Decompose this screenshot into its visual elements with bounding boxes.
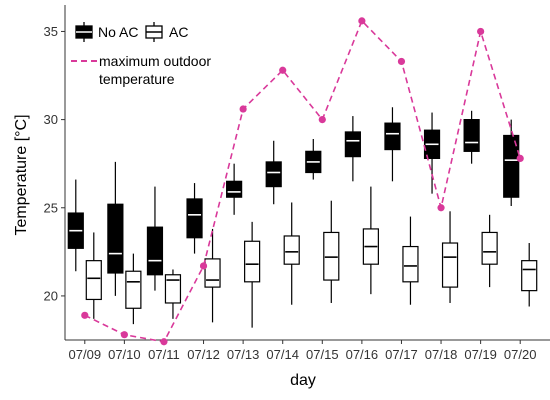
box-body	[344, 131, 361, 158]
outdoor-temperature-line	[84, 19, 521, 343]
box-no-ac	[503, 119, 520, 206]
outdoor-temperature-point	[477, 27, 485, 36]
box-ac	[164, 269, 182, 319]
box-body	[164, 274, 182, 304]
box-ac	[402, 216, 419, 305]
box-ac	[521, 243, 538, 307]
box-body	[463, 119, 480, 152]
outdoor-temperature-point	[120, 331, 128, 339]
x-tick-label: 07/12	[187, 347, 220, 362]
box-no-ac	[226, 163, 243, 215]
x-tick-label: 07/20	[504, 347, 537, 362]
y-axis-title: Temperature [°C]	[13, 114, 30, 235]
outdoor-temperature-series	[81, 17, 524, 346]
outdoor-temperature-point	[437, 204, 445, 212]
box-body	[107, 203, 124, 274]
x-tick-label: 07/15	[306, 347, 339, 362]
outdoor-temperature-point	[160, 338, 168, 346]
box-body	[323, 231, 340, 281]
box-body	[503, 134, 520, 198]
x-tick-label: 07/09	[69, 347, 102, 362]
y-tick-label: 20	[44, 288, 58, 303]
box-body	[481, 231, 498, 265]
legend-label-ac: AC	[169, 24, 188, 40]
box-body	[384, 122, 401, 151]
box-ac	[244, 221, 261, 328]
box-no-ac	[67, 179, 84, 272]
legend-label-outdoor: maximum outdoor temperature	[99, 53, 211, 87]
box-body	[146, 226, 164, 276]
outdoor-temperature-point	[81, 311, 89, 319]
box-body	[521, 260, 538, 292]
outdoor-temperature-point	[516, 154, 524, 162]
legend-label-outdoor-line: temperature	[99, 71, 175, 87]
box-ac	[125, 253, 142, 325]
box-ac	[362, 186, 379, 295]
box-body	[204, 258, 221, 288]
y-tick-label: 25	[44, 200, 58, 215]
box-no-ac	[384, 107, 401, 182]
box-no-ac	[265, 140, 282, 205]
legend-label-no-ac: No AC	[98, 24, 138, 40]
legend-label-outdoor-line: maximum outdoor	[99, 53, 211, 69]
outdoor-temperature-point	[279, 66, 287, 74]
y-tick-label: 35	[44, 24, 58, 39]
box-ac	[441, 211, 459, 303]
box-ac	[85, 232, 102, 319]
box-no-ac	[305, 139, 322, 180]
box-ac	[481, 214, 498, 288]
box-no-ac	[146, 186, 164, 291]
x-tick-label: 07/16	[346, 347, 379, 362]
box-body	[125, 270, 142, 309]
box-ac	[204, 228, 221, 323]
box-no-ac	[344, 116, 361, 182]
x-tick-label: 07/17	[385, 347, 418, 362]
outdoor-temperature-point	[358, 17, 366, 25]
box-no-ac	[423, 112, 441, 194]
outdoor-temperature-point	[397, 57, 406, 66]
box-body	[186, 198, 203, 239]
x-axis-title: day	[290, 372, 316, 389]
x-tick-label: 07/11	[148, 347, 180, 362]
x-tick-label: 07/18	[425, 347, 458, 362]
legend: No AC AC maximum outdoor temperature	[71, 22, 211, 87]
outdoor-temperature-point	[199, 262, 208, 270]
x-tick-label: 07/13	[227, 347, 260, 362]
box-body	[244, 240, 261, 283]
box-body	[85, 260, 102, 301]
x-tick-label: 07/14	[266, 347, 299, 362]
box-ac	[323, 200, 340, 303]
x-tick-label: 07/19	[464, 347, 497, 362]
box-ac	[283, 202, 300, 305]
outdoor-temperature-point	[318, 116, 326, 124]
legend-key-no-ac	[75, 22, 93, 42]
box-body	[402, 245, 419, 283]
legend-key-ac	[145, 22, 163, 42]
y-ticks: 20 25 30 35	[44, 24, 65, 303]
box-no-ac	[186, 183, 203, 254]
box-series	[67, 107, 538, 328]
outdoor-temperature-point	[239, 105, 247, 113]
x-tick-label: 07/10	[108, 347, 141, 362]
x-ticks: 07/09 07/10 07/11 07/12 07/13 07/14 07/15 07/16…	[69, 340, 537, 362]
box-body	[226, 180, 243, 198]
box-no-ac	[463, 110, 480, 164]
box-body	[283, 235, 300, 265]
box-no-ac	[107, 161, 124, 296]
box-body	[441, 242, 459, 288]
box-body	[265, 161, 282, 188]
y-tick-label: 30	[44, 112, 58, 127]
